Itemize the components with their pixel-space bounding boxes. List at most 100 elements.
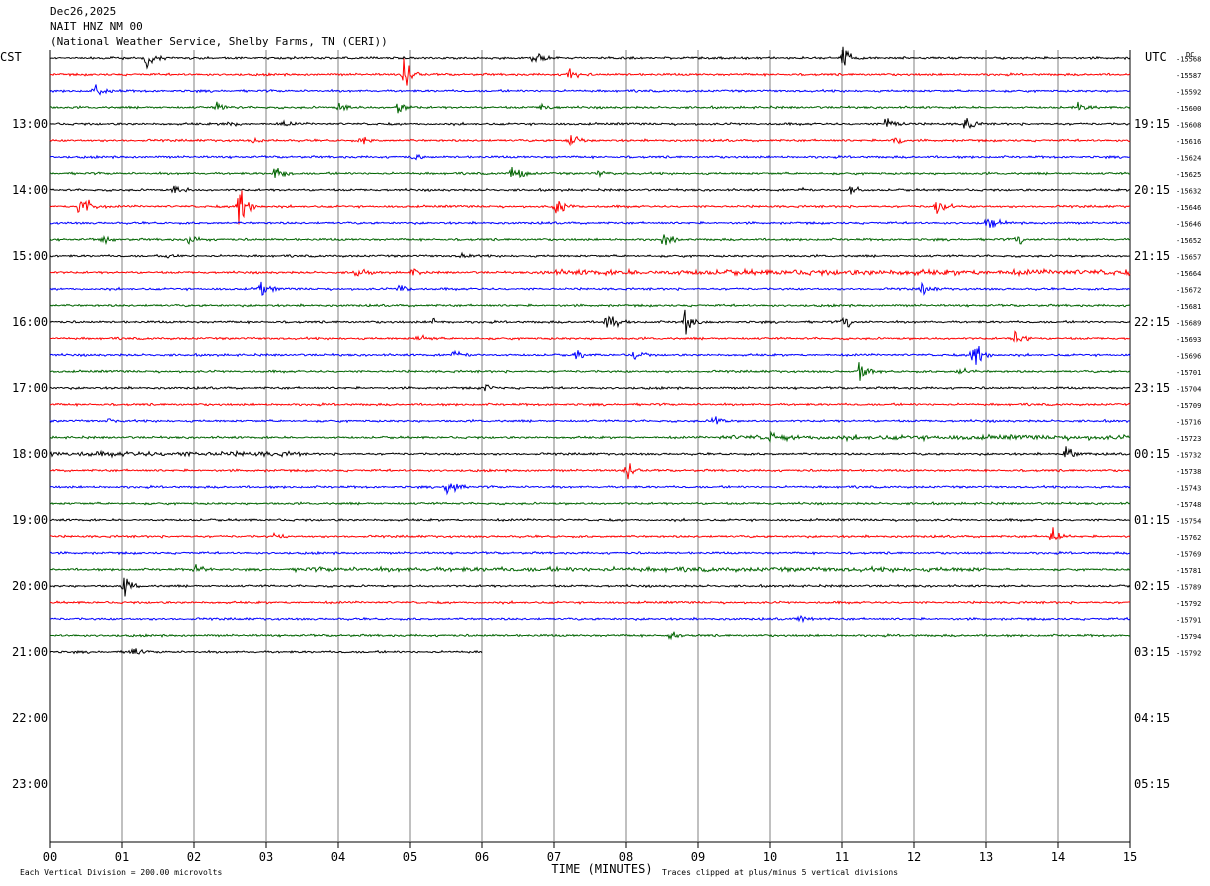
dc-offset-label: -15769 bbox=[1176, 551, 1201, 559]
utc-hour-label: 02:15 bbox=[1134, 579, 1170, 593]
dc-offset-label: -15625 bbox=[1176, 171, 1201, 179]
dc-offset-label: -15738 bbox=[1176, 468, 1201, 476]
trace-line bbox=[49, 402, 1131, 408]
dc-offset-label: -15781 bbox=[1176, 567, 1201, 575]
utc-hour-label: 04:15 bbox=[1134, 711, 1170, 725]
trace-line bbox=[49, 527, 1131, 541]
cst-hour-label: 21:00 bbox=[12, 645, 48, 659]
trace-line bbox=[49, 309, 1131, 335]
utc-hour-label: 21:15 bbox=[1134, 249, 1170, 263]
trace-line bbox=[49, 185, 1131, 195]
trace-line bbox=[49, 362, 1131, 381]
date-label: Dec26,2025 bbox=[50, 5, 117, 18]
utc-hour-label: 05:15 bbox=[1134, 777, 1170, 791]
dc-offset-label: -15792 bbox=[1176, 600, 1201, 608]
dc-offset-label: -15587 bbox=[1176, 72, 1201, 80]
cst-hour-label: 20:00 bbox=[12, 579, 48, 593]
trace-line bbox=[49, 234, 1131, 246]
trace-line bbox=[49, 46, 1131, 70]
dc-offset-label: -15704 bbox=[1176, 386, 1201, 394]
cst-hour-label: 16:00 bbox=[12, 315, 48, 329]
dc-offset-label: -15794 bbox=[1176, 633, 1201, 641]
dc-offset-label: -15652 bbox=[1176, 237, 1201, 245]
x-tick-label: 02 bbox=[187, 850, 201, 864]
utc-hour-label: 22:15 bbox=[1134, 315, 1170, 329]
cst-hour-label: 15:00 bbox=[12, 249, 48, 263]
x-tick-label: 12 bbox=[907, 850, 921, 864]
dc-offset-label: -15600 bbox=[1176, 105, 1201, 113]
dc-offset-label: -15716 bbox=[1176, 419, 1201, 427]
trace-line bbox=[49, 577, 1131, 597]
axis-labels: 00 01 02 03 04 05 06 07 08 09 10 11 12 13 14 15 -15568 -1… bbox=[0, 50, 1201, 877]
trace-line bbox=[49, 599, 1131, 605]
trace-line bbox=[49, 267, 1131, 278]
dc-offset-label: -15632 bbox=[1176, 188, 1201, 196]
station-label: NAIT HNZ NM 00 bbox=[50, 20, 143, 33]
agency-label: (National Weather Service, Shelby Farms,… bbox=[50, 35, 388, 48]
dc-header-label: DC bbox=[1186, 51, 1194, 59]
dc-offset-label: -15646 bbox=[1176, 221, 1201, 229]
trace-line bbox=[49, 58, 1131, 86]
cst-hour-label: 13:00 bbox=[12, 117, 48, 131]
trace-line bbox=[49, 330, 1131, 343]
utc-hour-label: 20:15 bbox=[1134, 183, 1170, 197]
dc-offset-label: -15701 bbox=[1176, 369, 1201, 377]
utc-hour-label: 19:15 bbox=[1134, 117, 1170, 131]
dc-offset-label: -15696 bbox=[1176, 353, 1201, 361]
trace-line bbox=[49, 517, 1131, 523]
dc-offset-label: -15723 bbox=[1176, 435, 1201, 443]
trace-line bbox=[49, 430, 1131, 443]
trace-line bbox=[49, 118, 1131, 130]
x-tick-label: 04 bbox=[331, 850, 345, 864]
trace-line bbox=[49, 384, 1131, 392]
trace-line bbox=[49, 501, 1131, 506]
minute-gridlines bbox=[49, 50, 1131, 848]
trace-line bbox=[49, 446, 1131, 459]
x-tick-label: 00 bbox=[43, 850, 57, 864]
scale-note: Each Vertical Division = 200.00 microvol… bbox=[20, 868, 222, 877]
dc-offset-label: -15664 bbox=[1176, 270, 1201, 278]
x-tick-label: 03 bbox=[259, 850, 273, 864]
dc-offset-label: -15748 bbox=[1176, 501, 1201, 509]
x-tick-label: 05 bbox=[403, 850, 417, 864]
utc-hour-label: 01:15 bbox=[1134, 513, 1170, 527]
dc-offset-label: -15693 bbox=[1176, 336, 1201, 344]
trace-line bbox=[49, 218, 1131, 228]
trace-line bbox=[49, 190, 1131, 225]
trace-line bbox=[49, 281, 1131, 296]
dc-offset-label: -15709 bbox=[1176, 402, 1201, 410]
dc-offset-label: -15624 bbox=[1176, 155, 1201, 163]
x-tick-label: 14 bbox=[1051, 850, 1065, 864]
trace-line bbox=[49, 251, 1131, 259]
trace-line bbox=[49, 647, 483, 655]
trace-line bbox=[49, 615, 1131, 624]
cst-hour-label: 22:00 bbox=[12, 711, 48, 725]
seismic-traces bbox=[49, 46, 1131, 655]
clip-note: Traces clipped at plus/minus 5 vertical … bbox=[662, 868, 898, 877]
dc-offset-label: -15608 bbox=[1176, 122, 1201, 130]
dc-offset-label: -15792 bbox=[1176, 650, 1201, 658]
dc-offset-label: -15681 bbox=[1176, 303, 1201, 311]
trace-line bbox=[49, 564, 1131, 574]
dc-offset-label: -15616 bbox=[1176, 138, 1201, 146]
x-tick-label: 09 bbox=[691, 850, 705, 864]
dc-offset-label: -15743 bbox=[1176, 485, 1201, 493]
cst-hour-label: 23:00 bbox=[12, 777, 48, 791]
utc-corner-label: UTC bbox=[1145, 50, 1167, 64]
dc-offset-label: -15689 bbox=[1176, 320, 1201, 328]
x-tick-label: 10 bbox=[763, 850, 777, 864]
cst-hour-label: 14:00 bbox=[12, 183, 48, 197]
trace-line bbox=[49, 463, 1131, 480]
dc-offset-label: -15657 bbox=[1176, 254, 1201, 262]
trace-line bbox=[49, 84, 1131, 96]
utc-hour-label: 03:15 bbox=[1134, 645, 1170, 659]
dc-offset-label: -15568 bbox=[1176, 56, 1201, 64]
trace-line bbox=[49, 550, 1131, 556]
cst-corner-label: CST bbox=[0, 50, 22, 64]
x-tick-label: 07 bbox=[547, 850, 561, 864]
cst-hour-label: 17:00 bbox=[12, 381, 48, 395]
x-tick-label: 13 bbox=[979, 850, 993, 864]
trace-line bbox=[49, 346, 1131, 365]
dc-offset-label: -15762 bbox=[1176, 534, 1201, 542]
